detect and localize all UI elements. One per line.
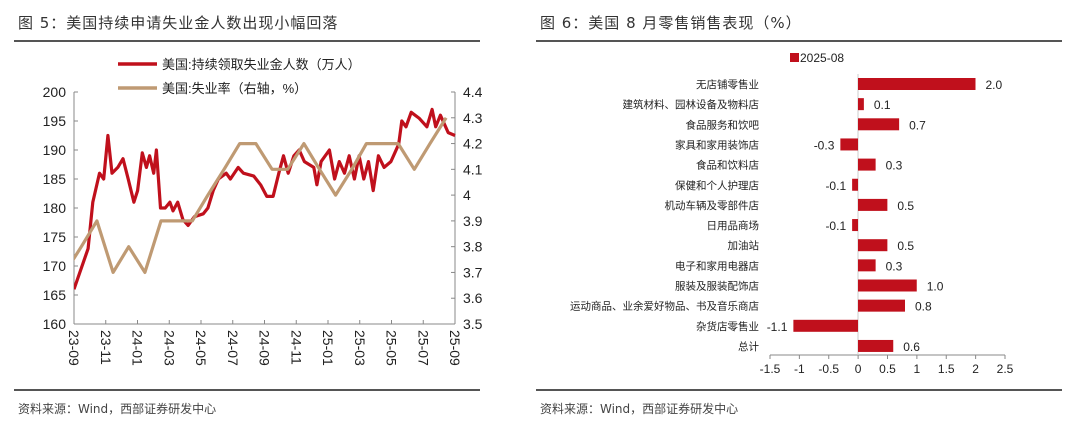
y-right-tick-label: 4.2 [463, 136, 483, 152]
y-left-tick-label: 185 [43, 171, 67, 187]
bar [852, 219, 858, 232]
bar-x-tick-label: 2 [972, 362, 979, 376]
bar [852, 178, 858, 191]
bar [858, 198, 888, 211]
legend-swatch [790, 53, 799, 62]
left-source-rule [14, 389, 480, 391]
bar-category-label: 机动车辆及零部件店 [665, 199, 760, 212]
bar [858, 78, 976, 90]
x-tick-label: 25-01 [320, 330, 336, 366]
y-right-tick-label: 4.1 [463, 161, 483, 177]
x-tick-label: 25-05 [384, 330, 400, 366]
bar-data-label: -1.1 [767, 320, 788, 334]
bar-x-tick-label: -1 [794, 362, 805, 376]
x-tick-label: 24-01 [130, 330, 146, 366]
bar-category-label: 杂货店零售业 [696, 320, 759, 333]
y-left-tick-label: 160 [43, 316, 67, 332]
y-left-tick-label: 165 [43, 287, 67, 303]
left-source: 资料来源：Wind，西部证券研发中心 [18, 402, 217, 416]
bar-data-label: 0.3 [886, 259, 903, 273]
bar-data-label: 0.1 [874, 98, 891, 112]
bar-category-label: 日用品商场 [707, 219, 760, 232]
bar [858, 299, 905, 312]
bar-category-label: 食品服务和饮吧 [686, 118, 760, 131]
bar-x-tick-label: 2.5 [997, 362, 1014, 376]
bar-category-label: 保健和个人护理店 [675, 179, 759, 192]
bar-category-label: 电子和家用电器店 [675, 259, 759, 272]
bar-data-label: 0.3 [886, 159, 903, 173]
y-right-tick-label: 3.5 [463, 316, 483, 332]
legend-label: 美国:持续领取失业金人数（万人） [162, 57, 361, 72]
bar-data-label: 0.7 [909, 118, 926, 132]
series-line-continuing-claims [74, 107, 456, 290]
legend-label: 美国:失业率（右轴，%） [162, 81, 307, 96]
legend-label: 2025-08 [800, 51, 844, 65]
bar-category-label: 无店铺零售业 [696, 78, 759, 91]
bar-data-label: -0.1 [825, 179, 846, 193]
y-right-tick-label: 3.7 [463, 264, 483, 280]
y-left-tick-label: 200 [43, 84, 67, 100]
bar-data-label: 1.0 [927, 280, 944, 294]
bar [858, 339, 894, 352]
bar-category-label: 家具和家用装饰店 [675, 138, 759, 151]
bar-category-label: 加油站 [728, 239, 760, 252]
y-right-tick-label: 4.4 [463, 84, 483, 100]
bar-data-label: 0.5 [897, 199, 914, 213]
right-title-rule [536, 40, 1062, 42]
x-tick-label: 25-07 [415, 330, 431, 366]
x-tick-label: 23-09 [66, 330, 82, 366]
y-right-tick-label: 3.6 [463, 290, 483, 306]
bar [793, 319, 858, 332]
x-tick-label: 24-07 [225, 330, 241, 366]
bar [858, 239, 888, 252]
bar [858, 259, 876, 272]
y-left-tick-label: 170 [43, 258, 67, 274]
x-tick-label: 25-09 [447, 330, 463, 366]
bar [858, 279, 917, 292]
x-tick-label: 24-05 [193, 330, 209, 366]
left-chart-title: 图 5：美国持续申请失业金人数出现小幅回落 [18, 14, 339, 32]
x-tick-label: 24-03 [161, 330, 177, 366]
y-left-tick-label: 195 [43, 113, 67, 129]
x-tick-label: 24-11 [288, 330, 304, 365]
y-left-tick-label: 175 [43, 229, 67, 245]
left-title-rule [14, 40, 480, 42]
bar-category-label: 建筑材料、园林设备及物料店 [623, 98, 760, 111]
right-source-rule [536, 389, 1062, 391]
bar-data-label: 0.6 [903, 340, 920, 354]
bar-category-label: 食品和饮料店 [696, 159, 759, 172]
bar-data-label: 0.8 [915, 300, 932, 314]
y-left-tick-label: 180 [43, 200, 67, 216]
bar [858, 158, 876, 171]
y-left-tick-label: 190 [43, 142, 67, 158]
bar-x-tick-label: 0.5 [879, 362, 896, 376]
bar-x-tick-label: -1.5 [760, 362, 781, 376]
bar-x-tick-label: 1.5 [938, 362, 955, 376]
bar [840, 138, 858, 151]
y-right-tick-label: 3.9 [463, 213, 483, 229]
x-tick-label: 23-11 [98, 330, 114, 365]
bar-category-label: 运动商品、业余爱好物品、书及音乐商店 [570, 300, 759, 313]
y-right-tick-label: 3.8 [463, 239, 483, 255]
bar-data-label: 2.0 [986, 78, 1003, 92]
x-tick-label: 24-09 [257, 330, 273, 366]
bar-category-label: 总计 [738, 340, 759, 353]
y-right-tick-label: 4.3 [463, 110, 483, 126]
bar [858, 118, 900, 131]
bar-x-tick-label: 1 [914, 362, 921, 376]
bar-data-label: 0.5 [897, 239, 914, 253]
right-source: 资料来源：Wind，西部证券研发中心 [540, 402, 739, 416]
bar [858, 98, 864, 111]
bar-data-label: -0.3 [814, 138, 835, 152]
bar-x-tick-label: -0.5 [818, 362, 839, 376]
series-line-unemployment-rate [74, 116, 448, 274]
y-right-tick-label: 4 [463, 187, 471, 203]
right-chart-title: 图 6：美国 8 月零售销售表现（%） [540, 14, 802, 32]
bar-category-label: 服装及服装配饰店 [675, 280, 759, 293]
x-tick-label: 25-03 [352, 330, 368, 366]
bar-data-label: -0.1 [825, 219, 846, 233]
bar-x-tick-label: 0 [855, 362, 862, 376]
